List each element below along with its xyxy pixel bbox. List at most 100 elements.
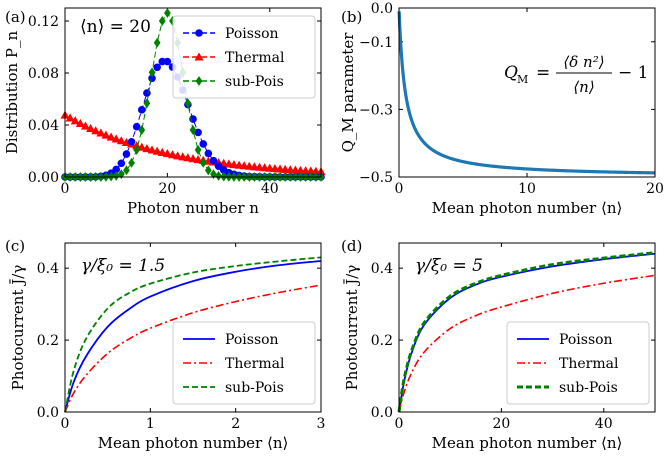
- legend-label: sub-Pois: [559, 380, 618, 396]
- legend-label: Poisson: [559, 332, 613, 348]
- panel-d: 0 20 40 0.0 0.2 0.4 Mean photon number ⟨n⟩ Phot…: [341, 237, 656, 452]
- panel-label: (d): [341, 237, 362, 255]
- data-point: [127, 137, 136, 146]
- x-axis-label: Photon number n: [127, 199, 259, 217]
- data-point: [229, 160, 239, 169]
- data-point: [153, 63, 161, 72]
- y-tick-label: 0.0: [37, 405, 59, 421]
- data-point: [128, 157, 135, 168]
- x-axis-label: Mean photon number ⟨n⟩: [98, 434, 289, 452]
- data-point: [158, 16, 166, 26]
- data-point: [138, 106, 146, 114]
- formula-lhs: Q: [504, 63, 518, 83]
- data-point: [157, 147, 167, 157]
- data-point: [116, 136, 126, 145]
- legend-label: Thermal: [559, 356, 619, 372]
- series-sub-Pois: [64, 256, 322, 413]
- series-line: [397, 11, 656, 175]
- legend-label: Poisson: [225, 332, 279, 348]
- panel-label: (a): [5, 8, 26, 26]
- y-axis-label: Photocurrent J̄/γ: [343, 265, 361, 391]
- data-point: [193, 154, 203, 164]
- data-point: [123, 165, 130, 176]
- legend-marker: [195, 29, 203, 37]
- data-point: [173, 151, 183, 160]
- y-tick-label: 0.4: [371, 261, 393, 277]
- data-point: [199, 157, 207, 168]
- x-tick-label: 20: [646, 181, 664, 197]
- data-point: [80, 121, 90, 130]
- data-point: [184, 98, 192, 109]
- series-Thermal: [60, 110, 326, 176]
- data-point: [260, 163, 270, 172]
- series-Thermal: [398, 274, 656, 413]
- legend-label: Thermal: [225, 356, 285, 372]
- data-point: [152, 146, 162, 155]
- x-tick-label: 40: [595, 416, 613, 432]
- formula-numerator: ⟨δ n²⟩: [563, 53, 604, 71]
- data-point: [86, 123, 96, 132]
- legend: Poisson Thermal sub-Pois: [172, 15, 316, 99]
- data-point: [255, 162, 265, 171]
- annotation: γ/ξ₀ = 5: [415, 256, 483, 276]
- legend-box: [172, 15, 316, 99]
- data-point: [244, 161, 254, 170]
- data-point: [163, 57, 172, 66]
- y-tick-label: 0.12: [28, 14, 59, 30]
- legend-label: sub-Pois: [225, 74, 284, 90]
- data-point: [209, 156, 218, 165]
- legend-marker: [194, 52, 204, 61]
- data-point: [234, 160, 244, 169]
- formula: Q M = ⟨δ n²⟩ ⟨n⟩ − 1: [504, 53, 648, 96]
- x-tick-label: 20: [492, 416, 510, 432]
- data-point: [153, 37, 161, 48]
- x-tick-label: 1: [146, 416, 155, 432]
- legend-marker: [195, 76, 203, 86]
- panel-a: 0 20 40 0.00 0.04 0.08 0.12 Photon number n Dist…: [3, 7, 326, 217]
- y-tick-label: −0.1: [359, 35, 393, 51]
- data-point: [224, 159, 234, 168]
- data-point: [137, 142, 147, 151]
- data-point: [162, 149, 172, 158]
- y-axis-label: Distribution P_n: [3, 31, 21, 155]
- data-point: [75, 118, 85, 128]
- legend-label: sub-Pois: [225, 380, 284, 396]
- panel-label: (b): [341, 8, 362, 26]
- data-point: [183, 153, 193, 162]
- plot-frame: [64, 242, 322, 413]
- data-point: [168, 150, 178, 159]
- data-point: [249, 162, 259, 171]
- x-tick-label: 2: [231, 416, 240, 432]
- y-tick-label: 0.08: [28, 66, 59, 82]
- legend: Poisson Thermal sub-Pois: [172, 321, 316, 405]
- data-point: [143, 98, 151, 109]
- legend-label: Thermal: [225, 50, 285, 66]
- legend-box: [506, 321, 650, 405]
- formula-eq: =: [536, 63, 550, 83]
- data-point: [106, 132, 116, 141]
- annotation: ⟨n⟩ = 20: [80, 17, 151, 37]
- x-tick-label: 0: [61, 181, 70, 197]
- annotation: γ/ξ₀ = 1.5: [81, 256, 165, 276]
- formula-denominator: ⟨n⟩: [573, 78, 594, 96]
- data-point: [215, 170, 222, 181]
- data-point: [204, 165, 212, 176]
- y-axis-label: Photocurrent J̄/γ: [9, 265, 27, 391]
- legend: Poisson Thermal sub-Pois: [506, 321, 650, 405]
- formula-sub: M: [517, 73, 528, 86]
- legend-label: Poisson: [225, 26, 279, 42]
- data-point: [210, 169, 217, 180]
- data-point: [178, 152, 188, 161]
- data-point: [214, 162, 223, 170]
- x-tick-label: 3: [317, 416, 326, 432]
- x-tick-label: 10: [518, 181, 536, 197]
- plot-frame: [64, 7, 322, 178]
- data-point: [148, 67, 156, 78]
- legend-box: [172, 321, 316, 405]
- data-point: [101, 130, 111, 139]
- y-tick-label: 0.2: [37, 333, 59, 349]
- plot-frame: [398, 242, 656, 413]
- y-tick-label: 0.0: [371, 405, 393, 421]
- data-point: [188, 154, 198, 163]
